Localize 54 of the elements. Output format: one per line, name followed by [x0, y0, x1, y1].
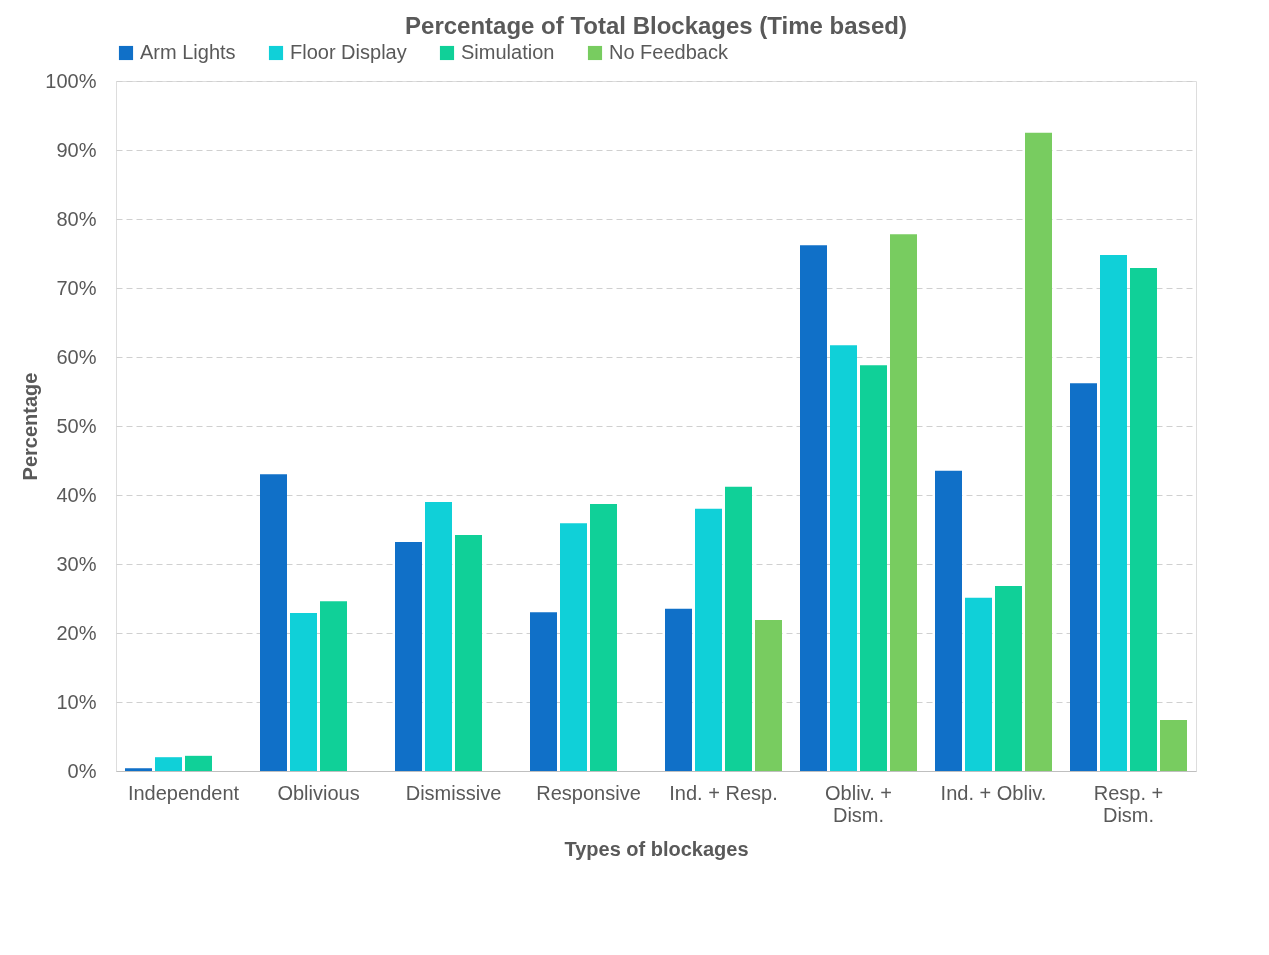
x-tick-label: Oblivious [277, 781, 360, 804]
bar [965, 597, 992, 771]
bar [395, 541, 422, 771]
x-tick-label: Ind. + Obliv. [940, 781, 1047, 804]
bar [890, 234, 917, 771]
bar [830, 345, 857, 771]
legend-label: No Feedback [609, 41, 729, 63]
x-tick-label: Dismissive [405, 781, 502, 804]
legend-label: Arm Lights [140, 41, 236, 63]
y-tick-label: 30% [56, 552, 97, 575]
bar [1160, 719, 1187, 771]
x-tick-label: Resp. + Dism. [1093, 781, 1164, 826]
y-tick-label: 0% [67, 759, 97, 782]
bar [860, 365, 887, 771]
x-tick-label: Responsive [536, 781, 641, 804]
bar [155, 757, 182, 771]
bar [260, 474, 287, 771]
bar [755, 619, 782, 771]
x-tick-label: Ind. + Resp. [669, 781, 778, 804]
y-tick-label: 80% [56, 207, 97, 230]
bar [590, 503, 617, 771]
y-tick-label: 60% [56, 345, 97, 368]
y-tick-label: 90% [56, 138, 97, 161]
bar [1025, 132, 1052, 771]
y-tick-label: 50% [56, 414, 97, 437]
y-tick-label: 10% [56, 690, 97, 713]
y-tick-label: 70% [56, 276, 97, 299]
bar [995, 586, 1022, 771]
y-tick-label: 100% [45, 69, 97, 92]
bar [125, 768, 152, 771]
bar [1100, 254, 1127, 771]
legend-label: Simulation [461, 41, 555, 63]
legend-label: Floor Display [290, 41, 407, 63]
y-axis-title: Percentage [19, 372, 42, 481]
bar [290, 612, 317, 771]
bar [320, 601, 347, 771]
bar [560, 523, 587, 771]
x-tick-label: Obliv. + Dism. [825, 781, 892, 826]
x-tick-label: Independent [127, 781, 240, 804]
bar [455, 535, 482, 771]
y-tick-label: 40% [56, 483, 97, 506]
x-axis-title: Types of blockages [564, 837, 749, 860]
bar [665, 608, 692, 771]
bar [800, 245, 827, 771]
chart-title: Percentage of Total Blockages (Time based) [405, 12, 907, 39]
bar [185, 755, 212, 771]
bar [530, 612, 557, 771]
bar [935, 470, 962, 771]
bar [1070, 383, 1097, 771]
bar [725, 486, 752, 771]
y-tick-label: 20% [56, 621, 97, 644]
bar [695, 508, 722, 771]
bar [1130, 267, 1157, 771]
bar [425, 501, 452, 771]
